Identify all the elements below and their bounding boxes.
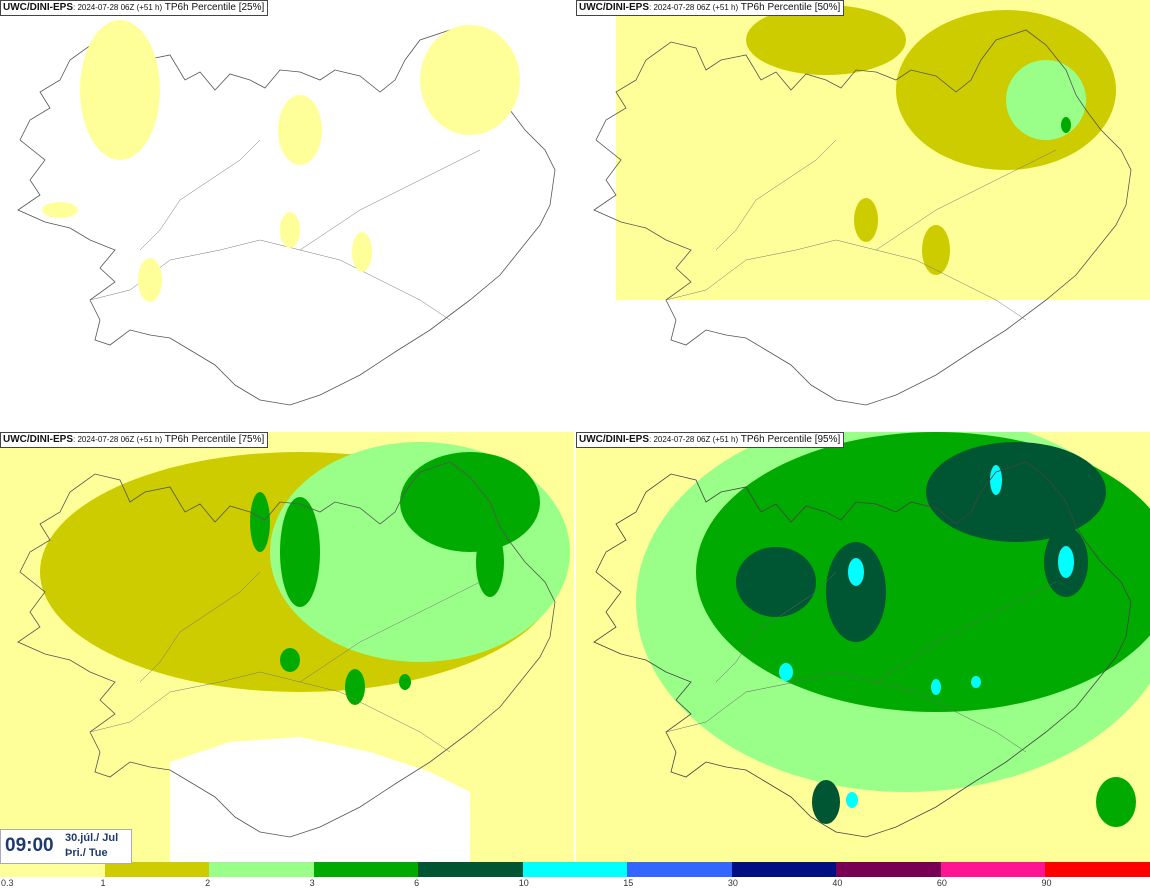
legend-tick-label: 90 bbox=[1041, 878, 1052, 888]
legend-tick-label: 60 bbox=[936, 878, 947, 888]
panel-meta: : 2024-07-28 06Z (+51 h) bbox=[649, 435, 739, 444]
legend-swatch bbox=[731, 862, 838, 877]
panel-model: UWC/DINI-EPS bbox=[579, 2, 649, 13]
panel-product: TP6h Percentile [75%] bbox=[162, 434, 265, 445]
panel-title: UWC/DINI-EPS: 2024-07-28 06Z (+51 h) TP6… bbox=[576, 432, 845, 448]
legend-swatch bbox=[104, 862, 211, 877]
precip-map-p25 bbox=[17, 20, 556, 406]
panel-divider-horizontal bbox=[0, 431, 1150, 432]
legend-tick-label: 1 bbox=[100, 878, 106, 888]
panel-product: TP6h Percentile [95%] bbox=[738, 434, 841, 445]
legend-tick-label: 3 bbox=[309, 878, 315, 888]
map-panel-p50: UWC/DINI-EPS: 2024-07-28 06Z (+51 h) TP6… bbox=[576, 0, 1150, 431]
valid-time: 09:00 bbox=[5, 835, 54, 856]
legend-tick-label: 0.3 bbox=[1, 878, 14, 888]
legend-swatch bbox=[940, 862, 1047, 877]
legend-tick-label: 6 bbox=[414, 878, 420, 888]
legend-tick-label: 40 bbox=[832, 878, 843, 888]
legend-swatch bbox=[313, 862, 420, 877]
map-panel-p25: UWC/DINI-EPS: 2024-07-28 06Z (+51 h) TP6… bbox=[0, 0, 574, 431]
panel-model: UWC/DINI-EPS bbox=[579, 434, 649, 445]
precip-map-p95 bbox=[576, 432, 1150, 863]
panel-product: TP6h Percentile [25%] bbox=[162, 2, 265, 13]
precip-map-p75 bbox=[0, 432, 574, 863]
panel-model: UWC/DINI-EPS bbox=[3, 434, 73, 445]
legend-tick-label: 2 bbox=[205, 878, 211, 888]
map-panel-p95: UWC/DINI-EPS: 2024-07-28 06Z (+51 h) TP6… bbox=[576, 432, 1150, 863]
panel-product: TP6h Percentile [50%] bbox=[738, 2, 841, 13]
legend-tick-label: 30 bbox=[727, 878, 738, 888]
valid-date: 30.júl./ Jul bbox=[65, 832, 119, 844]
legend-swatch bbox=[522, 862, 629, 877]
panel-model: UWC/DINI-EPS bbox=[3, 2, 73, 13]
map-panel-p75: UWC/DINI-EPS: 2024-07-28 06Z (+51 h) TP6… bbox=[0, 432, 574, 863]
panel-title: UWC/DINI-EPS: 2024-07-28 06Z (+51 h) TP6… bbox=[576, 0, 845, 16]
legend-swatch bbox=[1045, 862, 1150, 877]
panel-title: UWC/DINI-EPS: 2024-07-28 06Z (+51 h) TP6… bbox=[0, 432, 269, 448]
panel-meta: : 2024-07-28 06Z (+51 h) bbox=[73, 435, 163, 444]
legend-tick-label: 15 bbox=[623, 878, 634, 888]
panel-meta: : 2024-07-28 06Z (+51 h) bbox=[649, 3, 739, 12]
legend-swatch bbox=[209, 862, 315, 877]
legend-swatch bbox=[627, 862, 733, 877]
valid-weekday: Þri./ Tue bbox=[65, 847, 108, 859]
panel-meta: : 2024-07-28 06Z (+51 h) bbox=[73, 3, 163, 12]
legend-tick-label: 10 bbox=[518, 878, 529, 888]
valid-time-box: 09:00 30.júl./ Jul Þri./ Tue bbox=[0, 829, 132, 864]
precip-map-p50 bbox=[593, 0, 1150, 406]
panel-title: UWC/DINI-EPS: 2024-07-28 06Z (+51 h) TP6… bbox=[0, 0, 269, 16]
legend-swatch bbox=[0, 862, 106, 877]
color-legend: 0.3 1 2 3 6 10 15 30 40 60 90 bbox=[0, 862, 1150, 891]
legend-swatch bbox=[836, 862, 942, 877]
legend-swatch bbox=[418, 862, 524, 877]
